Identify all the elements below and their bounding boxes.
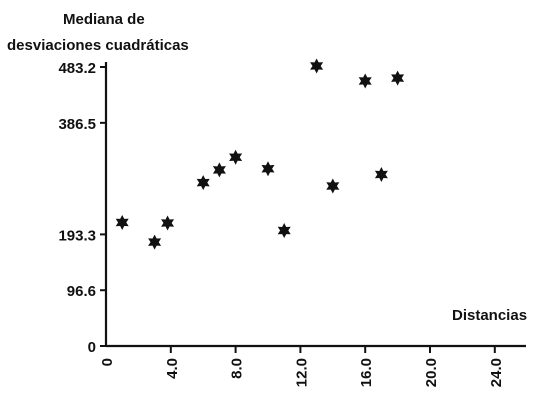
data-point-star [161, 215, 175, 231]
x-tick-label: 16.0 [358, 358, 375, 387]
y-tick-label: 96.6 [67, 283, 96, 300]
x-tick-label: 24.0 [488, 358, 505, 387]
y-tick-label: 386.5 [58, 116, 96, 133]
data-point-star [391, 70, 405, 86]
data-point-star [148, 234, 162, 250]
data-point-star [277, 223, 291, 239]
data-point-star [212, 162, 226, 178]
data-point-star [374, 167, 388, 183]
y-tick-label: 0 [88, 339, 96, 356]
data-point-star [310, 58, 324, 74]
data-point-star [358, 73, 372, 89]
x-tick-label: 12.0 [293, 358, 310, 387]
x-tick-label: 0 [99, 358, 116, 366]
x-tick-label: 20.0 [423, 358, 440, 387]
x-tick-label: 4.0 [164, 358, 181, 379]
y-tick-label: 193.3 [58, 227, 96, 244]
data-point-star [196, 175, 210, 191]
y-tick-label: 483.2 [58, 60, 96, 77]
data-point-star [326, 178, 340, 194]
y-axis-label-line1: Mediana de [63, 11, 145, 28]
data-point-star [261, 161, 275, 177]
x-axis-label: Distancias [452, 307, 527, 324]
x-tick-label: 8.0 [229, 358, 246, 379]
y-axis-label-line2: desviaciones cuadráticas [7, 37, 189, 54]
data-point-star [229, 149, 243, 165]
data-point-star [115, 214, 129, 230]
